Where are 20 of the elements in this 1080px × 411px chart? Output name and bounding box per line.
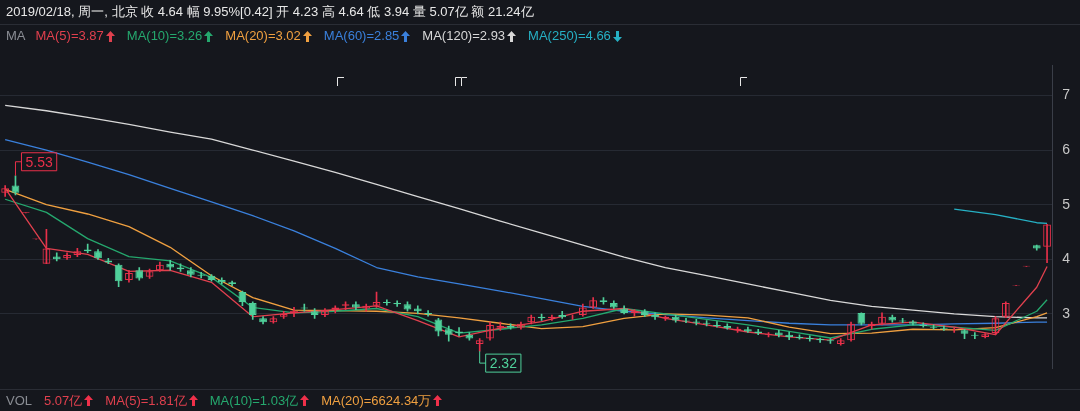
legend-label: MA(250)=4.66 — [528, 27, 611, 45]
text: 5.07亿 — [44, 391, 83, 410]
y-tick-label: 7 — [1062, 86, 1071, 103]
text: MA(10)=1.03亿 — [209, 391, 299, 410]
annotation: 2.32 — [489, 354, 518, 371]
legend-label: MA(20)=3.02 — [225, 27, 301, 45]
legend-label: MA(10)=3.26 — [126, 27, 203, 45]
legend-label: MA(120)=2.93 — [422, 27, 506, 45]
y-tick-label: 4 — [1062, 250, 1071, 267]
chart-title: 2019/02/18, 周一, 北京 收 4.64 幅 9.95%[0.42] 开 4.23 高 4.64 低 3.94 量 5.07亿 额 21.24亿 — [0, 0, 1080, 25]
y-tick-label: 5 — [1062, 195, 1071, 212]
legend-title: MA — [6, 27, 26, 45]
y-tick-label: 3 — [1062, 304, 1071, 321]
legend-label: MA(5)=3.87 — [35, 27, 104, 45]
text: MA(5)=1.81亿 — [105, 391, 187, 410]
text: MA(20)=6624.34万 — [321, 391, 432, 410]
text: VOL — [6, 391, 33, 410]
annotation: 5.53 — [25, 153, 53, 170]
y-tick-label: 6 — [1062, 140, 1071, 157]
legend-label: MA(60)=2.85 — [323, 27, 400, 45]
